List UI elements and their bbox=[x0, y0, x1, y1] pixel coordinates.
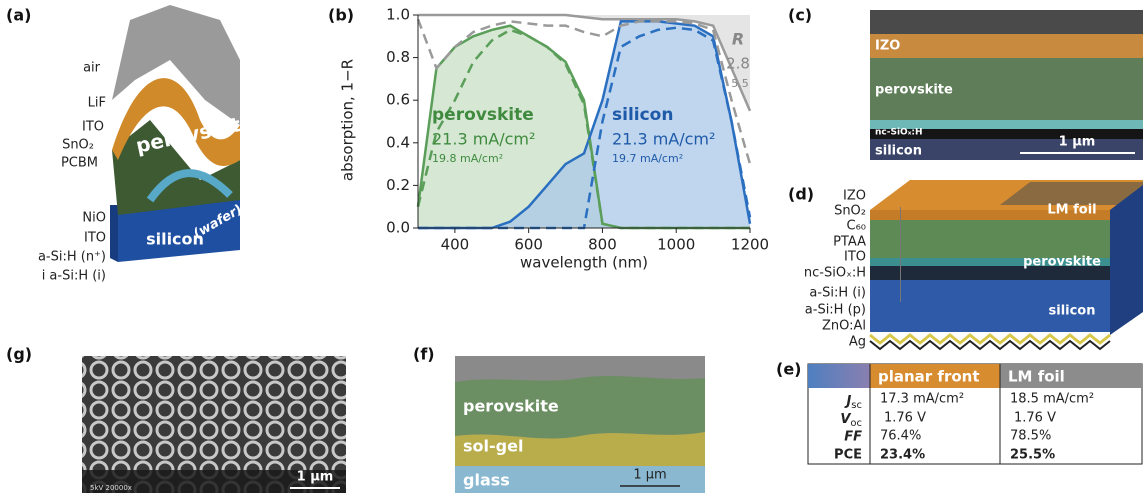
layer-label: air bbox=[83, 61, 101, 76]
y-axis-label: absorption, 1−R bbox=[339, 59, 357, 181]
panel-label: (b) bbox=[328, 6, 354, 25]
layer-label: silicon bbox=[875, 144, 922, 159]
y-tick-label: 0.4 bbox=[386, 133, 410, 151]
figure: (a) (b) (c) (d) (e) (f) (g) air LiF ITO … bbox=[0, 0, 1143, 493]
table-header: planar front bbox=[878, 368, 980, 386]
table-cell: 23.4% bbox=[880, 448, 925, 463]
panel-label: (c) bbox=[788, 6, 812, 25]
layer-label: LM foil bbox=[1047, 203, 1096, 218]
panel-label: (f) bbox=[413, 345, 435, 364]
layer-label: C₆₀ bbox=[847, 219, 867, 234]
x-axis-label: wavelength (nm) bbox=[520, 254, 648, 272]
annotation: 19.7 mA/cm² bbox=[612, 152, 683, 165]
layer-label: i a-Si:H (i) bbox=[42, 269, 106, 284]
y-tick-label: 1.0 bbox=[386, 6, 410, 24]
x-tick-label: 1200 bbox=[731, 236, 769, 254]
layer-label: NiO bbox=[82, 211, 106, 226]
table-cell: 25.5% bbox=[1010, 448, 1055, 463]
scale-label: 1 µm bbox=[633, 468, 666, 483]
layer-label: perovskite bbox=[463, 397, 559, 416]
table-cell: 1.76 V bbox=[884, 411, 926, 426]
panel-label: (g) bbox=[6, 345, 32, 364]
x-tick-label: 1000 bbox=[657, 236, 695, 254]
layer-label: Ag bbox=[849, 335, 866, 350]
panel-label: (a) bbox=[6, 6, 31, 25]
layer-label: PCBM bbox=[61, 156, 98, 171]
y-tick-label: 0.0 bbox=[386, 219, 410, 237]
table-cell: 17.3 mA/cm² bbox=[880, 392, 964, 407]
layer-label: ITO bbox=[84, 231, 106, 246]
scale-label: 1 µm bbox=[297, 470, 334, 485]
x-tick-label: 600 bbox=[514, 236, 543, 254]
annotation: 5.5 bbox=[731, 77, 749, 90]
x-tick-label: 400 bbox=[441, 236, 470, 254]
panel-label: (d) bbox=[788, 185, 814, 204]
scale-label: 1 µm bbox=[1059, 135, 1096, 150]
layer-label: silicon bbox=[1049, 304, 1096, 319]
annotation: 21.3 mA/cm² bbox=[432, 130, 535, 149]
annotation: 19.8 mA/cm² bbox=[432, 152, 503, 165]
annotation: perovskite bbox=[432, 105, 534, 125]
layer-label: a-Si:H (n⁺) bbox=[38, 250, 106, 265]
layer-label: SnO₂ bbox=[62, 138, 94, 153]
layer-label: perovskite bbox=[875, 83, 953, 98]
layer-label: ITO bbox=[82, 120, 104, 135]
row-label: PCE bbox=[834, 448, 862, 463]
layer-label: PTAA bbox=[833, 235, 866, 250]
layer-label: nc-SiOₓ:H bbox=[804, 266, 866, 281]
x-tick-label: 800 bbox=[588, 236, 617, 254]
y-tick-label: 0.6 bbox=[386, 91, 410, 109]
layer-label: ITO bbox=[844, 250, 866, 265]
layer-label: IZO bbox=[875, 39, 900, 54]
image-info: 5kV 20000x bbox=[90, 484, 132, 492]
stack-3d bbox=[870, 180, 1143, 349]
layer-label: a-Si:H (i) bbox=[809, 286, 866, 301]
annotation: R bbox=[732, 30, 744, 49]
layer-label: nc-SiOₓ:H bbox=[875, 128, 923, 138]
layer-label: a-Si:H (p) bbox=[805, 303, 866, 318]
table-cell: 1.76 V bbox=[1014, 411, 1056, 426]
layer-label: ZnO:Al bbox=[822, 319, 866, 334]
layer-label: LiF bbox=[88, 96, 106, 111]
layer-label: IZO bbox=[843, 189, 866, 204]
row-label: FF bbox=[844, 430, 862, 445]
table-cell: 76.4% bbox=[880, 429, 921, 444]
layer-label: sol-gel bbox=[463, 437, 523, 456]
annotation: silicon bbox=[612, 105, 673, 125]
table-header: LM foil bbox=[1008, 368, 1065, 386]
layer-label: perovskite bbox=[1023, 255, 1101, 270]
layer-label: SnO₂ bbox=[834, 204, 866, 219]
y-tick-label: 0.8 bbox=[386, 48, 410, 66]
panel-label: (e) bbox=[776, 360, 801, 379]
y-tick-label: 0.2 bbox=[386, 176, 410, 194]
table-cell: 18.5 mA/cm² bbox=[1010, 392, 1094, 407]
layer-label: glass bbox=[463, 471, 510, 490]
annotation: 21.3 mA/cm² bbox=[612, 130, 715, 149]
annotation: 2.8 bbox=[726, 55, 750, 73]
table-cell: 78.5% bbox=[1010, 429, 1051, 444]
